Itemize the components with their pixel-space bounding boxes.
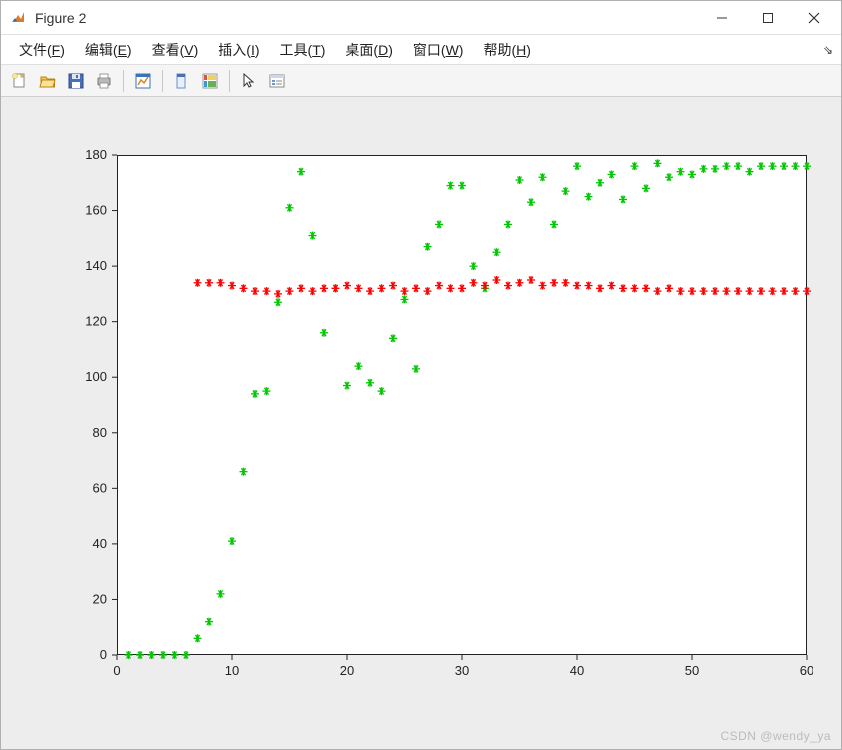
menu-item-t[interactable]: 工具(T) — [270, 36, 336, 64]
menubar: 文件(F)编辑(E)查看(V)插入(I)工具(T)桌面(D)窗口(W)帮助(H)… — [1, 35, 841, 65]
menu-item-h[interactable]: 帮助(H) — [473, 36, 540, 64]
watermark: CSDN @wendy_ya — [720, 729, 831, 743]
toolbar-separator — [162, 70, 163, 92]
menu-item-f[interactable]: 文件(F) — [9, 36, 75, 64]
menu-item-w[interactable]: 窗口(W) — [403, 36, 474, 64]
minimize-button[interactable] — [699, 1, 745, 35]
y-tick-label: 40 — [93, 536, 107, 551]
plot-area: 0 10 20 30 40 50 60 0 20 40 60 80 100 120 140 160 180 CS… — [1, 97, 841, 749]
matlab-icon — [9, 8, 29, 28]
dock-arrow-icon[interactable]: ⇘ — [823, 43, 833, 57]
new-figure-icon[interactable] — [7, 68, 33, 94]
toolbar — [1, 65, 841, 97]
toolbar-separator — [123, 70, 124, 92]
series-green-series — [125, 159, 812, 659]
colorbar-icon[interactable] — [197, 68, 223, 94]
y-tick-label: 100 — [85, 369, 107, 384]
save-icon[interactable] — [63, 68, 89, 94]
chart-svg: 0 10 20 30 40 50 60 0 20 40 60 80 100 120 140 160 180 — [57, 145, 813, 685]
window-title: Figure 2 — [35, 10, 86, 26]
figure-window: Figure 2 文件(F)编辑(E)查看(V)插入(I)工具(T)桌面(D)窗… — [0, 0, 842, 750]
titlebar: Figure 2 — [1, 1, 841, 35]
open-icon[interactable] — [35, 68, 61, 94]
x-tick-label: 40 — [570, 663, 584, 678]
y-tick-label: 180 — [85, 147, 107, 162]
series-red-series — [194, 276, 812, 298]
y-tick-label: 60 — [93, 480, 107, 495]
y-tick-label: 160 — [85, 203, 107, 218]
toolbar-separator — [229, 70, 230, 92]
y-tick-label: 140 — [85, 258, 107, 273]
insert-legend-icon[interactable] — [264, 68, 290, 94]
x-tick-label: 10 — [225, 663, 239, 678]
y-tick-label: 80 — [93, 425, 107, 440]
x-tick-label: 20 — [340, 663, 354, 678]
data-cursor-icon[interactable] — [169, 68, 195, 94]
maximize-button[interactable] — [745, 1, 791, 35]
x-tick-label: 30 — [455, 663, 469, 678]
menu-item-d[interactable]: 桌面(D) — [335, 36, 402, 64]
x-tick-label: 0 — [113, 663, 120, 678]
close-button[interactable] — [791, 1, 837, 35]
print-icon[interactable] — [91, 68, 117, 94]
link-plot-icon[interactable] — [130, 68, 156, 94]
menu-item-i[interactable]: 插入(I) — [208, 36, 269, 64]
x-tick-label: 60 — [800, 663, 813, 678]
y-tick-label: 0 — [100, 647, 107, 662]
axes: 0 10 20 30 40 50 60 0 20 40 60 80 100 120 140 160 180 — [57, 145, 813, 685]
x-tick-label: 50 — [685, 663, 699, 678]
menu-item-v[interactable]: 查看(V) — [142, 36, 209, 64]
menu-item-e[interactable]: 编辑(E) — [75, 36, 142, 64]
y-tick-label: 120 — [85, 314, 107, 329]
pointer-icon[interactable] — [236, 68, 262, 94]
y-tick-label: 20 — [93, 591, 107, 606]
